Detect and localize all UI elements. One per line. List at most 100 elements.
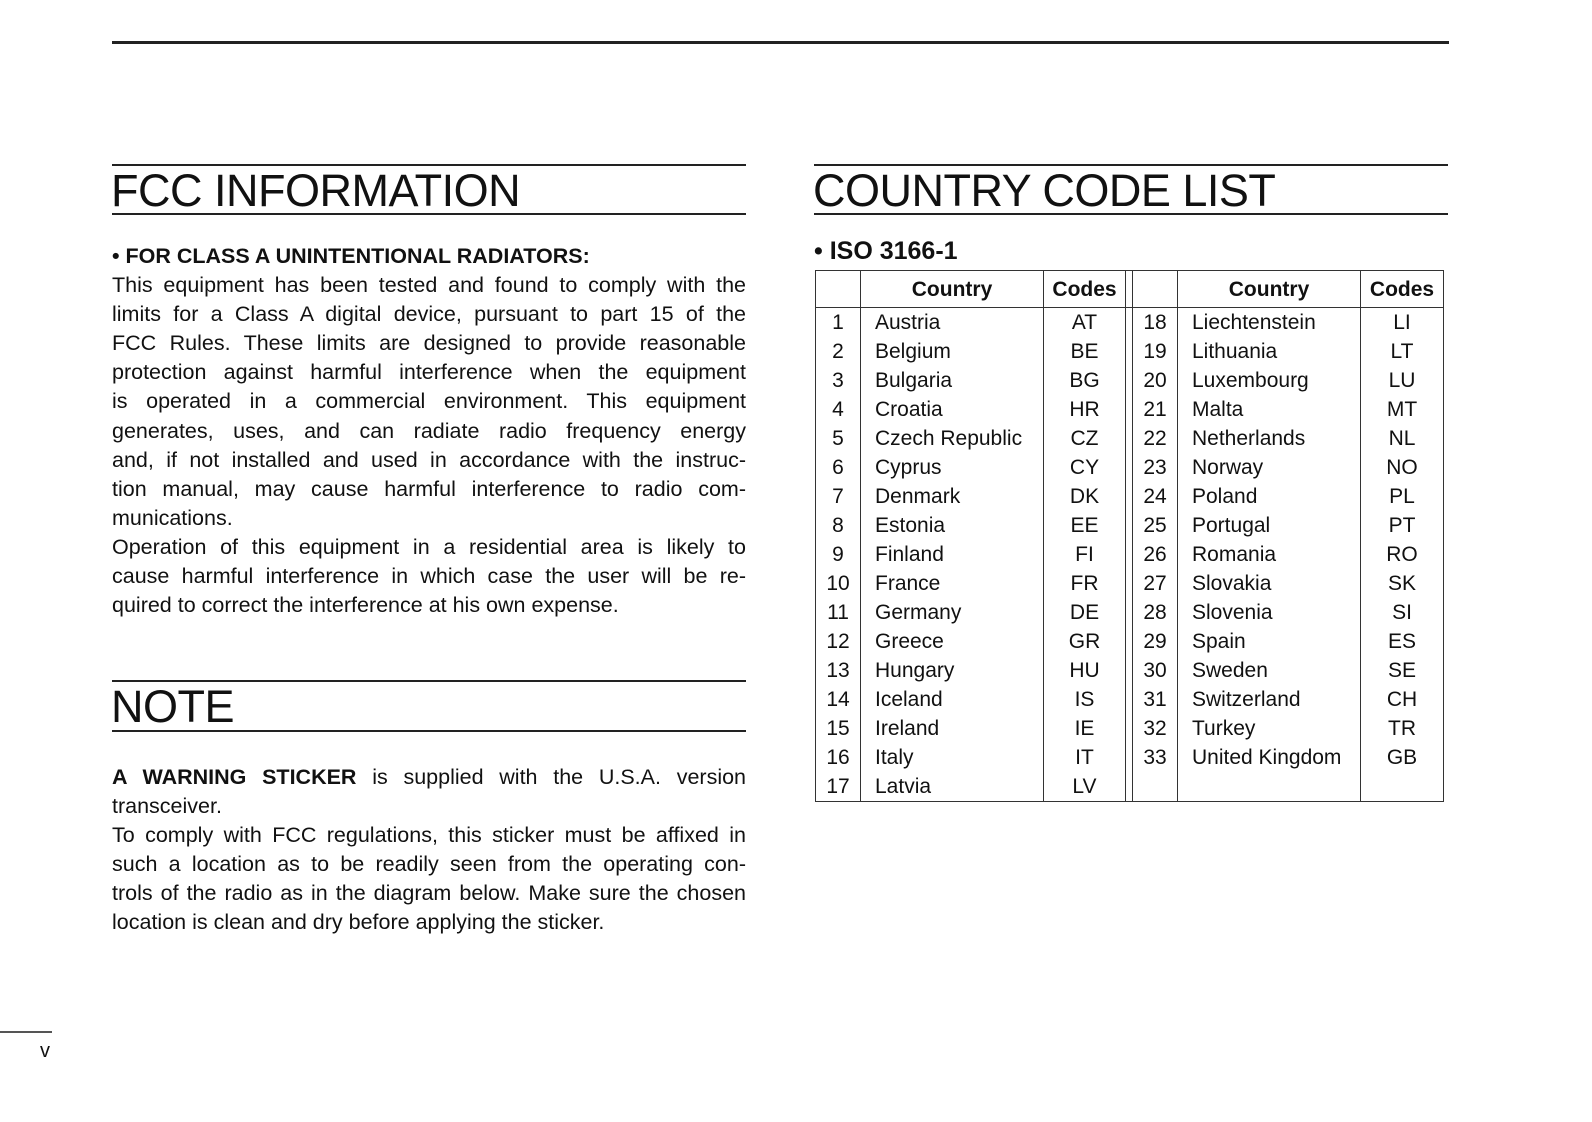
note-title-rule-bottom (112, 730, 746, 732)
country-code: HR (1069, 398, 1100, 421)
column-separator (1125, 453, 1133, 482)
row-number: 33 (1132, 743, 1178, 772)
text-line: and, if not installed and used in accord… (112, 447, 746, 472)
country-name: Sweden (1177, 656, 1361, 685)
page-number: v (40, 1040, 50, 1062)
country-code: IE (1074, 717, 1095, 740)
country-code: SI (1360, 598, 1444, 627)
row-number: 6 (815, 453, 861, 482)
row-number: 8 (815, 511, 861, 540)
column-separator (1125, 424, 1133, 453)
row-number: 30 (1132, 656, 1178, 685)
country-name: Austria (860, 307, 1044, 337)
text-line: is operated in a commercial environment.… (112, 389, 746, 414)
country-code: SK (1360, 569, 1444, 598)
country-name: Lithuania (1177, 337, 1361, 366)
country-title: COUNTRY CODE LIST (813, 165, 1276, 216)
note-paragraph-1: transceiver. (112, 792, 746, 821)
note-title-rule-top (112, 680, 746, 682)
country-name: Ireland (860, 714, 1044, 743)
country-code: TR (1360, 714, 1444, 743)
country-name: Netherlands (1177, 424, 1361, 453)
row-number: 1 (815, 307, 861, 337)
country-code: BG (1069, 369, 1100, 392)
column-separator (1125, 395, 1133, 424)
table-row: 2 Belgium BE 19 Lithuania LT (815, 337, 1444, 366)
column-separator (1125, 772, 1133, 802)
row-number: 25 (1132, 511, 1178, 540)
table-row: 7 Denmark DK 24 Poland PL (815, 482, 1444, 511)
column-separator (1125, 511, 1133, 540)
country-code: CH (1360, 685, 1444, 714)
text-line: transceiver. (112, 794, 222, 819)
country-title-rule-bottom (814, 213, 1448, 215)
country-code: EE (1070, 514, 1099, 537)
country-code: LT (1360, 337, 1444, 366)
row-number: 12 (815, 627, 861, 656)
country-code: LI (1360, 307, 1444, 337)
country-name: Croatia (860, 395, 1044, 424)
column-separator (1125, 569, 1133, 598)
row-number: 29 (1132, 627, 1178, 656)
country-code: SE (1360, 656, 1444, 685)
row-number: 17 (815, 772, 861, 802)
text-line: cause harmful interference in which case… (112, 564, 746, 589)
row-number: 14 (815, 685, 861, 714)
table-header-row: Country Codes Country Codes (815, 270, 1444, 308)
text-line: To comply with FCC regulations, this sti… (112, 823, 746, 848)
country-name: Slovenia (1177, 598, 1361, 627)
country-code: IS (1074, 688, 1095, 711)
country-name: Hungary (860, 656, 1044, 685)
row-number: 19 (1132, 337, 1178, 366)
country-name: Norway (1177, 453, 1361, 482)
country-name: Liechtenstein (1177, 307, 1361, 337)
country-name: Cyprus (860, 453, 1044, 482)
row-number: 7 (815, 482, 861, 511)
row-number: 28 (1132, 598, 1178, 627)
country-code: DK (1069, 485, 1100, 508)
header-country: Country (860, 270, 1044, 308)
country-name: Estonia (860, 511, 1044, 540)
row-number: 5 (815, 424, 861, 453)
country-code: NL (1360, 424, 1444, 453)
country-name (1177, 772, 1361, 802)
country-code: BE (1070, 340, 1099, 363)
country-code: FR (1070, 572, 1099, 595)
text-line: such a location as to be readily seen fr… (112, 852, 746, 877)
country-name: Greece (860, 627, 1044, 656)
column-separator (1125, 627, 1133, 656)
country-code (1360, 772, 1444, 802)
row-number: 20 (1132, 366, 1178, 395)
text-line: quired to correct the interference at hi… (112, 593, 619, 618)
column-separator (1125, 598, 1133, 627)
column-separator (1125, 743, 1133, 772)
row-number: 32 (1132, 714, 1178, 743)
row-number: 22 (1132, 424, 1178, 453)
table-row: 1 Austria AT 18 Liechtenstein LI (815, 307, 1444, 337)
country-name: Finland (860, 540, 1044, 569)
row-number: 23 (1132, 453, 1178, 482)
country-name: Germany (860, 598, 1044, 627)
country-code: DE (1069, 601, 1100, 624)
column-separator (1125, 685, 1133, 714)
table-row: 6 Cyprus CY 23 Norway NO (815, 453, 1444, 482)
text-line: Operation of this equipment in a residen… (112, 534, 746, 559)
fcc-title-rule-top (112, 164, 746, 166)
country-code: GB (1360, 743, 1444, 772)
note-paragraph-2: To comply with FCC regulations, this sti… (112, 821, 746, 937)
country-code: GR (1068, 630, 1101, 653)
row-number: 3 (815, 366, 861, 395)
column-separator (1125, 482, 1133, 511)
country-name: Malta (1177, 395, 1361, 424)
country-code: PL (1360, 482, 1444, 511)
country-name: Luxembourg (1177, 366, 1361, 395)
row-number (1132, 772, 1178, 802)
table-row: 4 Croatia HR 21 Malta MT (815, 395, 1444, 424)
country-name: Turkey (1177, 714, 1361, 743)
country-name: Latvia (860, 772, 1044, 802)
note-lead-line: A WARNING STICKER is supplied with the U… (112, 763, 746, 792)
text-line: FCC Rules. These limits are designed to … (112, 331, 746, 356)
country-name: Belgium (860, 337, 1044, 366)
table-row: 8 Estonia EE 25 Portugal PT (815, 511, 1444, 540)
